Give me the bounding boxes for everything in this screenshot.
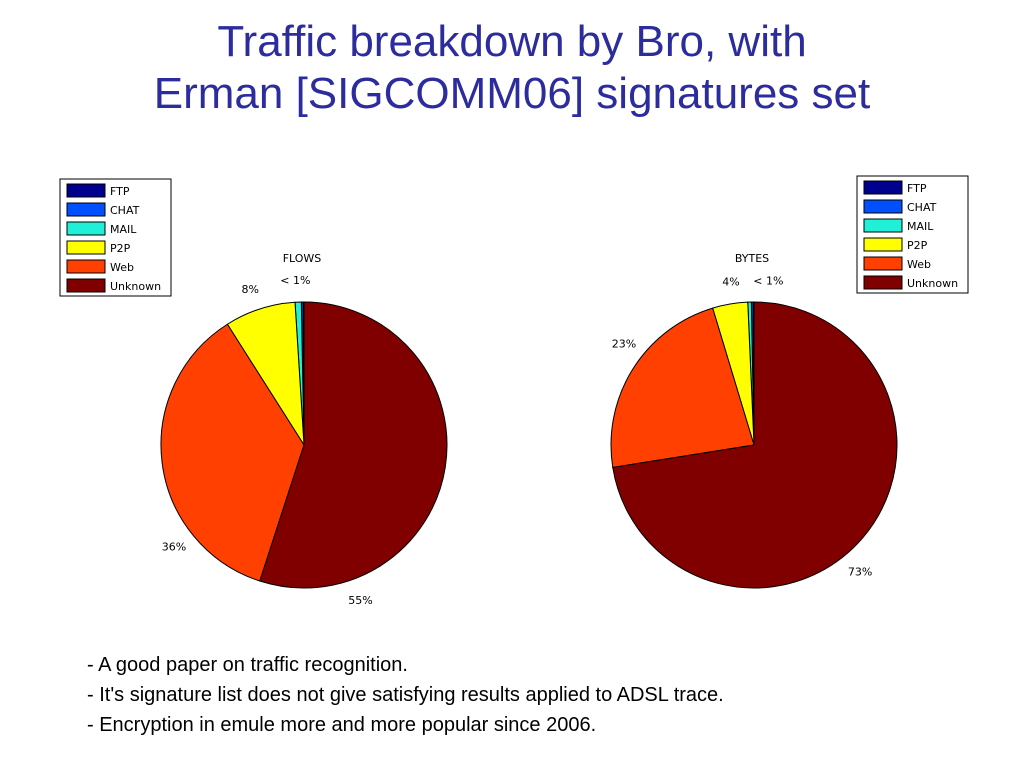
- legend-label: MAIL: [110, 223, 137, 236]
- bullet-item: - It's signature list does not give sati…: [87, 684, 724, 706]
- slide-title: Traffic breakdown by Bro, with Erman [SI…: [0, 16, 1024, 120]
- pie-slice-web: [610, 307, 755, 469]
- data-label: 23%: [612, 337, 636, 350]
- legend-label: Web: [907, 258, 931, 271]
- legend-label: MAIL: [907, 220, 934, 233]
- data-label: 8%: [242, 283, 259, 296]
- pie-chart-bytes: BYTES < 1% 4% 23% 73% FTP CHAT MAIL P2P Web Unknow…: [610, 175, 969, 589]
- data-label: 36%: [162, 541, 186, 554]
- legend-swatch: [863, 218, 903, 233]
- pie-chart-flows: FLOWS < 1% 8% 36% 55% FTP CHAT MAIL P2P Web Unknow…: [59, 178, 448, 607]
- legend-label: P2P: [110, 242, 131, 255]
- bullet-item: - Encryption in emule more and more popu…: [87, 714, 597, 736]
- legend-label: Unknown: [110, 280, 161, 293]
- data-label: 73%: [848, 565, 872, 578]
- legend-swatch: [66, 259, 106, 274]
- legend-label: CHAT: [110, 204, 140, 217]
- title-line-1: Traffic breakdown by Bro, with: [217, 17, 807, 66]
- legend-box: [59, 178, 172, 297]
- legend: FTP CHAT MAIL P2P Web Unknown: [59, 178, 172, 297]
- legend-swatch: [66, 240, 106, 255]
- legend-label: P2P: [907, 239, 928, 252]
- data-label: 55%: [348, 594, 372, 607]
- legend-swatch: [863, 275, 903, 290]
- pie-charts: FLOWS < 1% 8% 36% 55% FTP CHAT MAIL P2P Web Unknow…: [59, 175, 969, 607]
- pie-slice-unknown: [259, 301, 448, 589]
- legend-label: Unknown: [907, 277, 958, 290]
- data-label: 4%: [722, 276, 739, 289]
- legend-swatch: [66, 221, 106, 236]
- legend-label: FTP: [907, 182, 927, 195]
- legend-swatch: [863, 256, 903, 271]
- chart-title: BYTES: [735, 252, 769, 265]
- bullet-item: - A good paper on traffic recognition.: [87, 654, 408, 676]
- legend-label: CHAT: [907, 201, 937, 214]
- legend-label: FTP: [110, 185, 130, 198]
- legend-swatch: [863, 180, 903, 195]
- legend-swatch: [863, 237, 903, 252]
- data-label: < 1%: [753, 275, 783, 288]
- legend-label: Web: [110, 261, 134, 274]
- pie-slice-web: [160, 323, 305, 582]
- legend: FTP CHAT MAIL P2P Web Unknown: [856, 175, 969, 294]
- pie-slice-unknown: [612, 301, 898, 589]
- data-label: < 1%: [280, 274, 310, 287]
- legend-swatch: [66, 183, 106, 198]
- legend-swatch: [863, 199, 903, 214]
- legend-swatch: [66, 202, 106, 217]
- legend-box: [856, 175, 969, 294]
- title-line-2: Erman [SIGCOMM06] signatures set: [153, 69, 871, 118]
- legend-swatch: [66, 278, 106, 293]
- bullet-list: - A good paper on traffic recognition. -…: [87, 650, 987, 740]
- chart-title: FLOWS: [283, 252, 322, 265]
